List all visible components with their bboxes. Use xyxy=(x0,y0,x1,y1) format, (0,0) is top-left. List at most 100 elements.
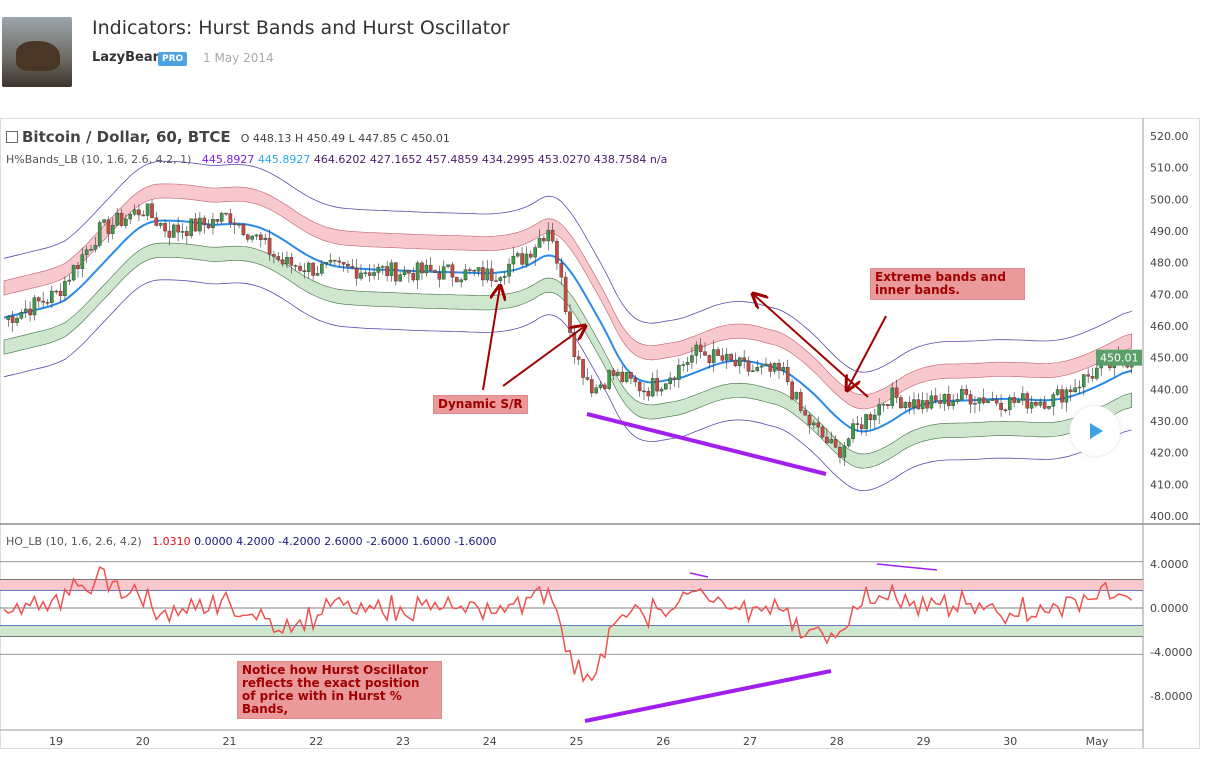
candle-body xyxy=(703,351,707,356)
candle-body xyxy=(816,422,820,428)
osc-name: HO_LB (10, 1.6, 2.6, 4.2) xyxy=(6,535,142,548)
candle-body xyxy=(881,404,886,406)
upper-extreme-band xyxy=(3,160,1132,373)
candle-body xyxy=(97,222,102,246)
author-link[interactable]: LazyBear xyxy=(92,50,160,65)
price-tick: 510.00 xyxy=(1150,162,1189,175)
candle-body xyxy=(363,272,368,274)
candle-body xyxy=(320,263,324,274)
last-price-label: 450.01 xyxy=(1100,352,1139,365)
osc-lower-zone xyxy=(0,625,1143,637)
candle-body xyxy=(219,212,224,222)
candle-body xyxy=(977,397,982,404)
candle-body xyxy=(624,372,629,382)
candle-body xyxy=(794,392,799,400)
time-tick: 23 xyxy=(396,735,410,748)
candle-body xyxy=(733,359,738,367)
candle-body xyxy=(293,265,298,267)
candle-body xyxy=(324,262,328,265)
candle-body xyxy=(825,436,829,444)
author-avatar[interactable] xyxy=(2,17,72,87)
candle-body xyxy=(476,267,481,272)
candle-body xyxy=(742,357,746,362)
candle-body xyxy=(511,255,516,265)
bands-value: 434.2995 xyxy=(481,153,535,166)
candle-body xyxy=(494,280,498,282)
candle-body xyxy=(920,400,925,410)
candle-body xyxy=(1068,389,1073,393)
candle-body xyxy=(1029,402,1034,409)
candle-body xyxy=(842,445,847,458)
candle-body xyxy=(367,272,372,276)
candle-body xyxy=(154,217,159,226)
candle-body xyxy=(755,366,760,371)
candle-body xyxy=(215,219,220,222)
candle-body xyxy=(833,439,838,448)
chart-frame xyxy=(0,118,1200,749)
candle-body xyxy=(128,214,133,220)
candle-body xyxy=(115,213,119,226)
candle-body xyxy=(581,359,585,378)
candle-body xyxy=(193,218,198,232)
candle-body xyxy=(1082,374,1086,388)
candle-body xyxy=(611,370,616,376)
candle-body xyxy=(1016,400,1021,403)
candle-body xyxy=(798,392,803,411)
collapse-icon[interactable] xyxy=(6,131,18,143)
candle-body xyxy=(1025,393,1029,409)
candle-body xyxy=(598,384,603,388)
bands-value: 453.0270 xyxy=(537,153,591,166)
candle-body xyxy=(428,264,433,271)
symbol-legend: Bitcoin / Dollar, 60, BTCE O 448.13 H 45… xyxy=(6,128,450,146)
candle-body xyxy=(994,399,999,404)
candle-body xyxy=(838,447,842,458)
play-button[interactable] xyxy=(1070,406,1120,456)
candle-body xyxy=(529,253,533,258)
candle-body xyxy=(764,363,768,367)
candle-body xyxy=(1003,409,1008,411)
candle-body xyxy=(259,234,263,240)
candle-body xyxy=(36,297,41,302)
last-price-marker xyxy=(1096,349,1142,366)
candle-body xyxy=(454,276,459,283)
candle-body xyxy=(285,257,289,265)
candle-body xyxy=(637,381,642,392)
candle-body xyxy=(947,394,951,406)
candle-body xyxy=(1060,389,1064,403)
price-tick: 450.00 xyxy=(1150,352,1189,365)
candle-body xyxy=(690,355,694,363)
osc-legend: HO_LB (10, 1.6, 2.6, 4.2) 1.0310 0.0000 … xyxy=(6,535,497,548)
candle-body xyxy=(280,259,285,265)
candle-body xyxy=(872,414,877,421)
candle-body xyxy=(254,234,259,237)
osc-value: 1.0310 xyxy=(152,535,191,548)
candle-body xyxy=(67,279,72,282)
publish-date: 1 May 2014 xyxy=(203,51,274,65)
candle-body xyxy=(372,272,376,276)
candle-body xyxy=(751,370,755,372)
time-tick: May xyxy=(1086,735,1109,748)
candle-body xyxy=(515,253,520,257)
time-tick: 25 xyxy=(570,735,584,748)
candle-body xyxy=(111,225,115,234)
candle-body xyxy=(28,308,32,316)
idea-header: Indicators: Hurst Bands and Hurst Oscill… xyxy=(0,0,1213,100)
annotation-arrow xyxy=(847,315,887,390)
candle-body xyxy=(76,265,80,269)
candle-body xyxy=(899,397,903,409)
candle-body xyxy=(903,402,908,409)
candle-body xyxy=(63,281,67,296)
candle-body xyxy=(1090,376,1095,379)
price-tick: 410.00 xyxy=(1150,478,1189,491)
candle-body xyxy=(84,249,89,255)
time-tick: 30 xyxy=(1003,735,1017,748)
price-chart[interactable]: 520.00 510.00 500.00 490.00 480.00 470.00 460.… xyxy=(0,118,1213,758)
candle-body xyxy=(50,290,54,303)
candle-body xyxy=(137,209,141,216)
candle-body xyxy=(315,273,320,276)
osc-value: 4.2000 xyxy=(236,535,275,548)
bands-value: 445.8927 xyxy=(201,153,255,166)
candle-body xyxy=(424,264,429,274)
candle-body xyxy=(537,238,542,248)
candle-body xyxy=(341,261,346,265)
